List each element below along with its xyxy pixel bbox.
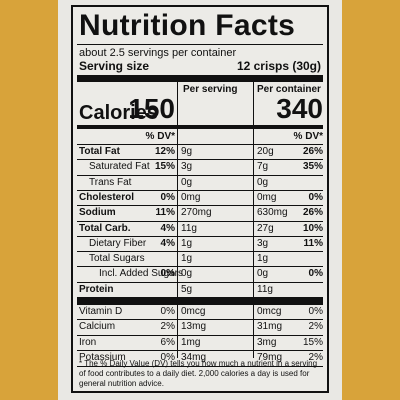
rule xyxy=(77,251,323,253)
serving-amount: 0mcg xyxy=(181,306,206,317)
serving-dv: 4% xyxy=(160,237,175,249)
serving-amount: 270mg xyxy=(181,207,212,219)
nutrient-name: Vitamin D xyxy=(79,306,123,317)
servings: about 2.5 servings per container xyxy=(79,47,237,59)
nutrient-name: Potassium xyxy=(79,351,126,363)
rule xyxy=(77,174,323,176)
serving-amount: 9g xyxy=(181,146,193,157)
container-dv: 2% xyxy=(308,351,323,363)
rule xyxy=(77,44,323,45)
container-amount: 0mcg xyxy=(257,306,282,317)
nutrient-name: Total Carb. xyxy=(79,222,131,234)
column-divider xyxy=(177,82,178,358)
container-dv: 26% xyxy=(302,146,323,157)
container-dv: 0% xyxy=(308,268,323,280)
container-dv: 10% xyxy=(302,222,323,234)
container-amount: 79mg xyxy=(257,351,283,363)
column-divider xyxy=(253,82,254,358)
serving-dv: 6% xyxy=(160,336,175,348)
container-amount: 20g xyxy=(257,146,274,157)
container-amount: 0g xyxy=(257,268,269,280)
column-header: Per container xyxy=(257,84,321,95)
container-amount: 630mg xyxy=(257,207,288,219)
nutrient-name: Iron xyxy=(79,336,97,348)
serving-dv: 4% xyxy=(160,222,175,234)
rule xyxy=(77,220,323,222)
nutrient-name: Total Fat xyxy=(79,146,120,157)
container-dv: 0% xyxy=(308,306,323,317)
serving-amount: 1g xyxy=(181,253,193,265)
nutrient-name: Total Sugars xyxy=(89,253,145,265)
container-amount: 11g xyxy=(257,283,273,295)
serving-dv: 11% xyxy=(155,207,175,219)
container-amount: 3g xyxy=(257,237,269,249)
rule xyxy=(77,144,323,145)
rule xyxy=(77,205,323,207)
nutrient-name: Cholesterol xyxy=(79,191,135,203)
container-amount: 31mg xyxy=(257,321,283,333)
container-dv: 35% xyxy=(302,161,323,173)
serving-amount: 0g xyxy=(181,268,193,280)
nutrient-name: Dietary Fiber xyxy=(89,237,147,249)
medium-rule xyxy=(77,125,323,129)
nutrient-name: Protein xyxy=(79,283,114,295)
serving-amount: 0mg xyxy=(181,191,201,203)
rule xyxy=(77,159,323,161)
serving-dv: 0% xyxy=(160,306,175,317)
nutrient-name: Incl. Added Sugars xyxy=(99,268,183,280)
container-dv: 26% xyxy=(302,207,323,219)
footnote: * The % Daily Value (DV) tells you how m… xyxy=(79,359,318,388)
container-amount: 1g xyxy=(257,253,269,265)
container-amount: 3mg xyxy=(257,336,277,348)
nutrition-label: Nutrition Facts about 2.5 servings per c… xyxy=(71,5,329,393)
serving-dv: 0% xyxy=(160,191,175,203)
serving-dv: 15% xyxy=(154,161,175,173)
serving-dv: 0% xyxy=(160,351,175,363)
serving-amount: 0g xyxy=(181,176,193,188)
container-dv: 0% xyxy=(308,191,323,203)
serving-dv: 2% xyxy=(160,321,175,333)
nutrient-name: Calcium xyxy=(79,321,116,333)
serving-amount: 1mg xyxy=(181,336,201,348)
calories-label: Calories xyxy=(79,102,158,124)
thick-rule xyxy=(77,297,323,305)
rule xyxy=(77,319,323,321)
rule xyxy=(77,235,323,237)
rule xyxy=(77,349,323,351)
container-dv: 11% xyxy=(303,237,323,249)
container-amount: 0g xyxy=(257,176,269,188)
container-amount: 0mg xyxy=(257,191,277,203)
container-dv: 15% xyxy=(302,336,323,348)
nutrient-name: Trans Fat xyxy=(89,176,132,188)
serving-amount: 5g xyxy=(181,283,193,295)
rule xyxy=(77,366,323,368)
rule xyxy=(77,281,323,283)
calories-container: 340 xyxy=(276,93,323,124)
column-header: Per serving xyxy=(183,84,238,95)
serving-amount: 13mg xyxy=(181,321,207,333)
rule xyxy=(77,266,323,268)
serving-amount: 1g xyxy=(181,237,193,249)
serving-dv: 12% xyxy=(154,146,175,157)
title: Nutrition Facts xyxy=(79,9,296,42)
serving-amount: 34mg xyxy=(181,351,207,363)
serving-amount: 3g xyxy=(181,161,193,173)
serving-size: 12 crisps (30g) xyxy=(236,59,321,73)
dv-header: % DV* xyxy=(293,131,323,142)
rule xyxy=(77,334,323,336)
nutrient-name: Sodium xyxy=(79,207,116,219)
serving-amount: 11g xyxy=(181,222,197,234)
serving-dv: 0% xyxy=(160,268,175,280)
thick-rule xyxy=(77,75,323,82)
rule xyxy=(77,189,323,191)
serving-size-label: Serving size xyxy=(79,59,150,73)
dv-header: % DV* xyxy=(145,131,175,142)
nutrient-name: Saturated Fat xyxy=(89,161,150,173)
calories-serving: 150 xyxy=(128,93,175,124)
rule xyxy=(77,304,323,305)
container-dv: 2% xyxy=(308,321,323,333)
container-amount: 7g xyxy=(257,161,269,173)
container-amount: 27g xyxy=(257,222,274,234)
